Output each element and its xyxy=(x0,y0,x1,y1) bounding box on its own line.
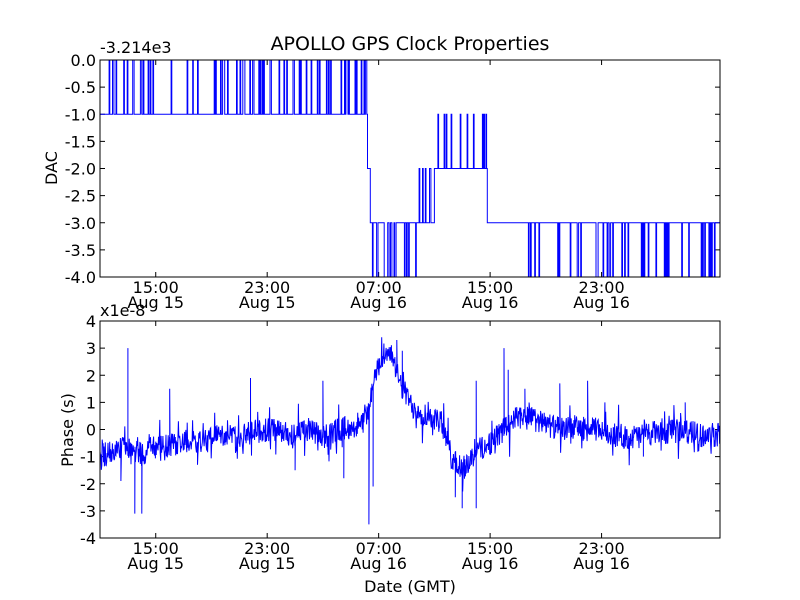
dac-xtick-date: Aug 15 xyxy=(127,293,184,312)
phase-offset-label: x1e-8 xyxy=(100,301,145,320)
dac-xtick-time: 15:00 xyxy=(133,278,179,297)
x-axis-label: Date (GMT) xyxy=(364,577,456,596)
dac-xtick-date: Aug 16 xyxy=(573,293,630,312)
phase-ytick-label: -4 xyxy=(80,529,96,548)
phase-xtick-time: 23:00 xyxy=(244,539,290,558)
phase-ytick-label: 0 xyxy=(86,421,96,440)
dac-ytick-label: -2.0 xyxy=(65,160,96,179)
phase-xtick-date: Aug 16 xyxy=(573,554,630,573)
phase-ytick-label: -1 xyxy=(80,448,96,467)
dac-plot-frame xyxy=(99,59,721,278)
phase-ytick-label: -3 xyxy=(80,502,96,521)
phase-xtick-date: Aug 16 xyxy=(462,554,519,573)
dac-ytick-label: -4.0 xyxy=(65,268,96,287)
dac-ytick-label: -3.0 xyxy=(65,214,96,233)
dac-xtick-time: 07:00 xyxy=(356,278,402,297)
phase-ytick-label: 2 xyxy=(86,366,96,385)
phase-xtick-date: Aug 16 xyxy=(350,554,407,573)
dac-ytick-label: -1.5 xyxy=(65,132,96,151)
phase-ytick-label: 3 xyxy=(86,339,96,358)
phase-ytick-label: 4 xyxy=(86,312,96,331)
dac-xtick-date: Aug 15 xyxy=(239,293,296,312)
phase-plot-frame xyxy=(99,320,721,539)
dac-xtick-time: 23:00 xyxy=(579,278,625,297)
phase-xtick-time: 23:00 xyxy=(579,539,625,558)
dac-ytick-label: 0.0 xyxy=(71,51,96,70)
phase-xtick-time: 07:00 xyxy=(356,539,402,558)
dac-xtick-date: Aug 16 xyxy=(350,293,407,312)
dac-xtick-time: 15:00 xyxy=(467,278,513,297)
phase-xtick-date: Aug 15 xyxy=(239,554,296,573)
phase-xtick-date: Aug 15 xyxy=(127,554,184,573)
phase-ytick-label: 1 xyxy=(86,393,96,412)
phase-xtick-time: 15:00 xyxy=(133,539,179,558)
dac-ytick-label: -2.5 xyxy=(65,187,96,206)
figure-title: APOLLO GPS Clock Properties xyxy=(271,33,550,55)
phase-ytick-label: -2 xyxy=(80,475,96,494)
phase-xtick-time: 15:00 xyxy=(467,539,513,558)
dac-ytick-label: -0.5 xyxy=(65,78,96,97)
dac-offset-label: -3.214e3 xyxy=(100,38,172,57)
phase-series-line xyxy=(99,337,721,525)
dac-ylabel: DAC xyxy=(42,151,61,185)
phase-ylabel: Phase (s) xyxy=(58,393,77,467)
dac-ytick-label: -3.5 xyxy=(65,241,96,260)
dac-xtick-date: Aug 16 xyxy=(462,293,519,312)
dac-xtick-time: 23:00 xyxy=(244,278,290,297)
dac-ytick-label: -1.0 xyxy=(65,105,96,124)
